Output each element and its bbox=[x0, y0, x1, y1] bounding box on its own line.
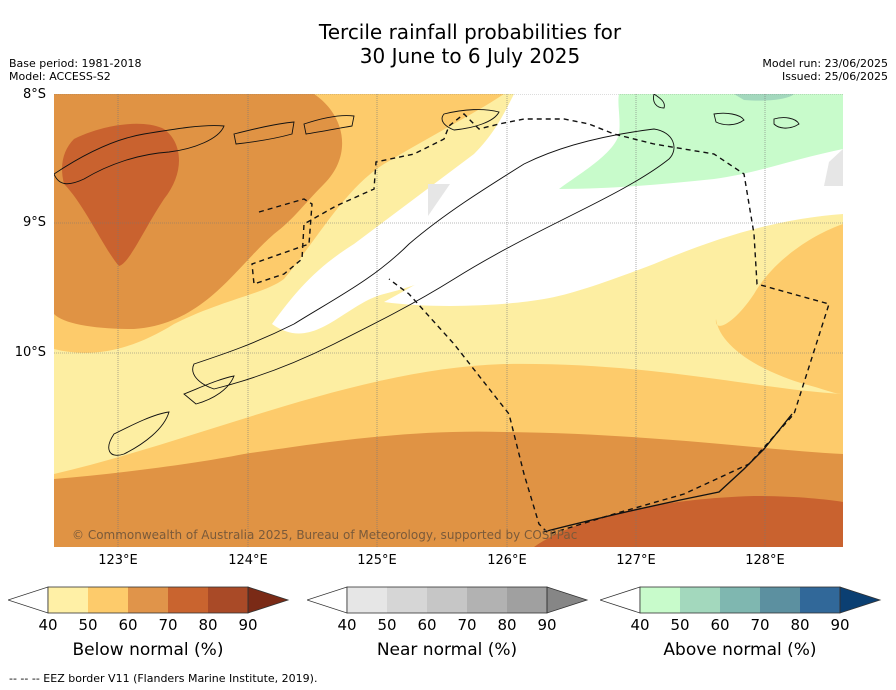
colorbar-near-tick-50: 50 bbox=[377, 616, 397, 634]
meta-left: Base period: 1981-2018 Model: ACCESS-S2 bbox=[9, 57, 141, 83]
model-run: Model run: 23/06/2025 bbox=[762, 57, 888, 70]
near-40-region-b bbox=[824, 149, 843, 186]
lat-label-9s: 9°S bbox=[22, 215, 46, 230]
colorbar-below-tick-90: 90 bbox=[238, 616, 258, 634]
eez-legend-note: -- -- -- EEZ border V11 (Flanders Marine… bbox=[9, 672, 318, 685]
map-plot bbox=[54, 94, 843, 547]
below-70-region-south bbox=[534, 496, 843, 547]
lon-label-128e: 128°E bbox=[745, 553, 785, 568]
colorbar-near-seg-2 bbox=[387, 587, 427, 613]
colorbar-above-tick-40: 40 bbox=[630, 616, 650, 634]
above-40-region bbox=[559, 94, 843, 189]
meta-right: Model run: 23/06/2025 Issued: 25/06/2025 bbox=[762, 57, 888, 83]
lat-label-8s: 8°S bbox=[22, 87, 46, 102]
lon-label-127e: 127°E bbox=[616, 553, 656, 568]
colorbar-above-seg-1 bbox=[640, 587, 680, 613]
colorbar-above-tick-90: 90 bbox=[830, 616, 850, 634]
colorbar-near-seg-3 bbox=[427, 587, 467, 613]
chart-title: Tercile rainfall probabilities for 30 Ju… bbox=[0, 20, 896, 68]
colorbar-near-tick-80: 80 bbox=[497, 616, 517, 634]
lon-label-125e: 125°E bbox=[357, 553, 397, 568]
white-region-central bbox=[272, 94, 622, 334]
title-line-2: 30 June to 6 July 2025 bbox=[359, 44, 581, 68]
colorbar-near bbox=[307, 586, 589, 614]
colorbar-below-tick-70: 70 bbox=[158, 616, 178, 634]
colorbar-below-seg-1 bbox=[48, 587, 88, 613]
colorbar-below-seg-4 bbox=[168, 587, 208, 613]
eez-border-solid bbox=[542, 413, 793, 533]
colorbar-above-tick-50: 50 bbox=[670, 616, 690, 634]
colorbar-above-tick-60: 60 bbox=[710, 616, 730, 634]
issued-date: Issued: 25/06/2025 bbox=[781, 70, 888, 83]
colorbar-below-seg-2 bbox=[88, 587, 128, 613]
colorbar-below-tick-60: 60 bbox=[118, 616, 138, 634]
colorbar-above bbox=[600, 586, 882, 614]
colorbar-near-tick-90: 90 bbox=[537, 616, 557, 634]
near-40-region-a bbox=[428, 184, 450, 216]
colorbar-below bbox=[8, 586, 290, 614]
eez-border bbox=[251, 113, 830, 535]
colorbar-below-seg-3 bbox=[128, 587, 168, 613]
colorbar-below-title: Below normal (%) bbox=[72, 640, 224, 660]
colorbar-near-seg-4 bbox=[467, 587, 507, 613]
below-50-region-east bbox=[715, 224, 843, 394]
model-name: Model: ACCESS-S2 bbox=[9, 70, 111, 83]
colorbar-near-tick-40: 40 bbox=[337, 616, 357, 634]
copyright-text: © Commonwealth of Australia 2025, Bureau… bbox=[72, 528, 578, 542]
colorbar-above-seg-5 bbox=[800, 587, 840, 613]
colorbar-below-tick-50: 50 bbox=[78, 616, 98, 634]
colorbar-above-seg-2 bbox=[680, 587, 720, 613]
colorbar-below-tick-40: 40 bbox=[38, 616, 58, 634]
above-50-region bbox=[734, 94, 794, 101]
lon-label-124e: 124°E bbox=[228, 553, 268, 568]
colorbar-below-seg-5 bbox=[208, 587, 248, 613]
colorbar-above-seg-4 bbox=[760, 587, 800, 613]
lon-label-126e: 126°E bbox=[487, 553, 527, 568]
colorbar-near-tick-60: 60 bbox=[417, 616, 437, 634]
graticule bbox=[54, 94, 843, 547]
colorbar-above-tick-70: 70 bbox=[750, 616, 770, 634]
colorbar-near-tick-70: 70 bbox=[457, 616, 477, 634]
colorbar-above-tick-80: 80 bbox=[790, 616, 810, 634]
colorbar-above-title: Above normal (%) bbox=[663, 640, 817, 660]
below-70-region-northwest bbox=[62, 123, 179, 266]
colorbar-above-seg-3 bbox=[720, 587, 760, 613]
lat-label-10s: 10°S bbox=[14, 345, 46, 360]
colorbar-near-title: Near normal (%) bbox=[376, 640, 518, 660]
coastlines bbox=[54, 94, 800, 456]
base-period: Base period: 1981-2018 bbox=[9, 57, 142, 70]
colorbar-below-tick-80: 80 bbox=[198, 616, 218, 634]
colorbar-near-seg-1 bbox=[347, 587, 387, 613]
title-line-1: Tercile rainfall probabilities for bbox=[318, 20, 622, 44]
colorbar-near-seg-5 bbox=[507, 587, 547, 613]
lon-label-123e: 123°E bbox=[98, 553, 138, 568]
